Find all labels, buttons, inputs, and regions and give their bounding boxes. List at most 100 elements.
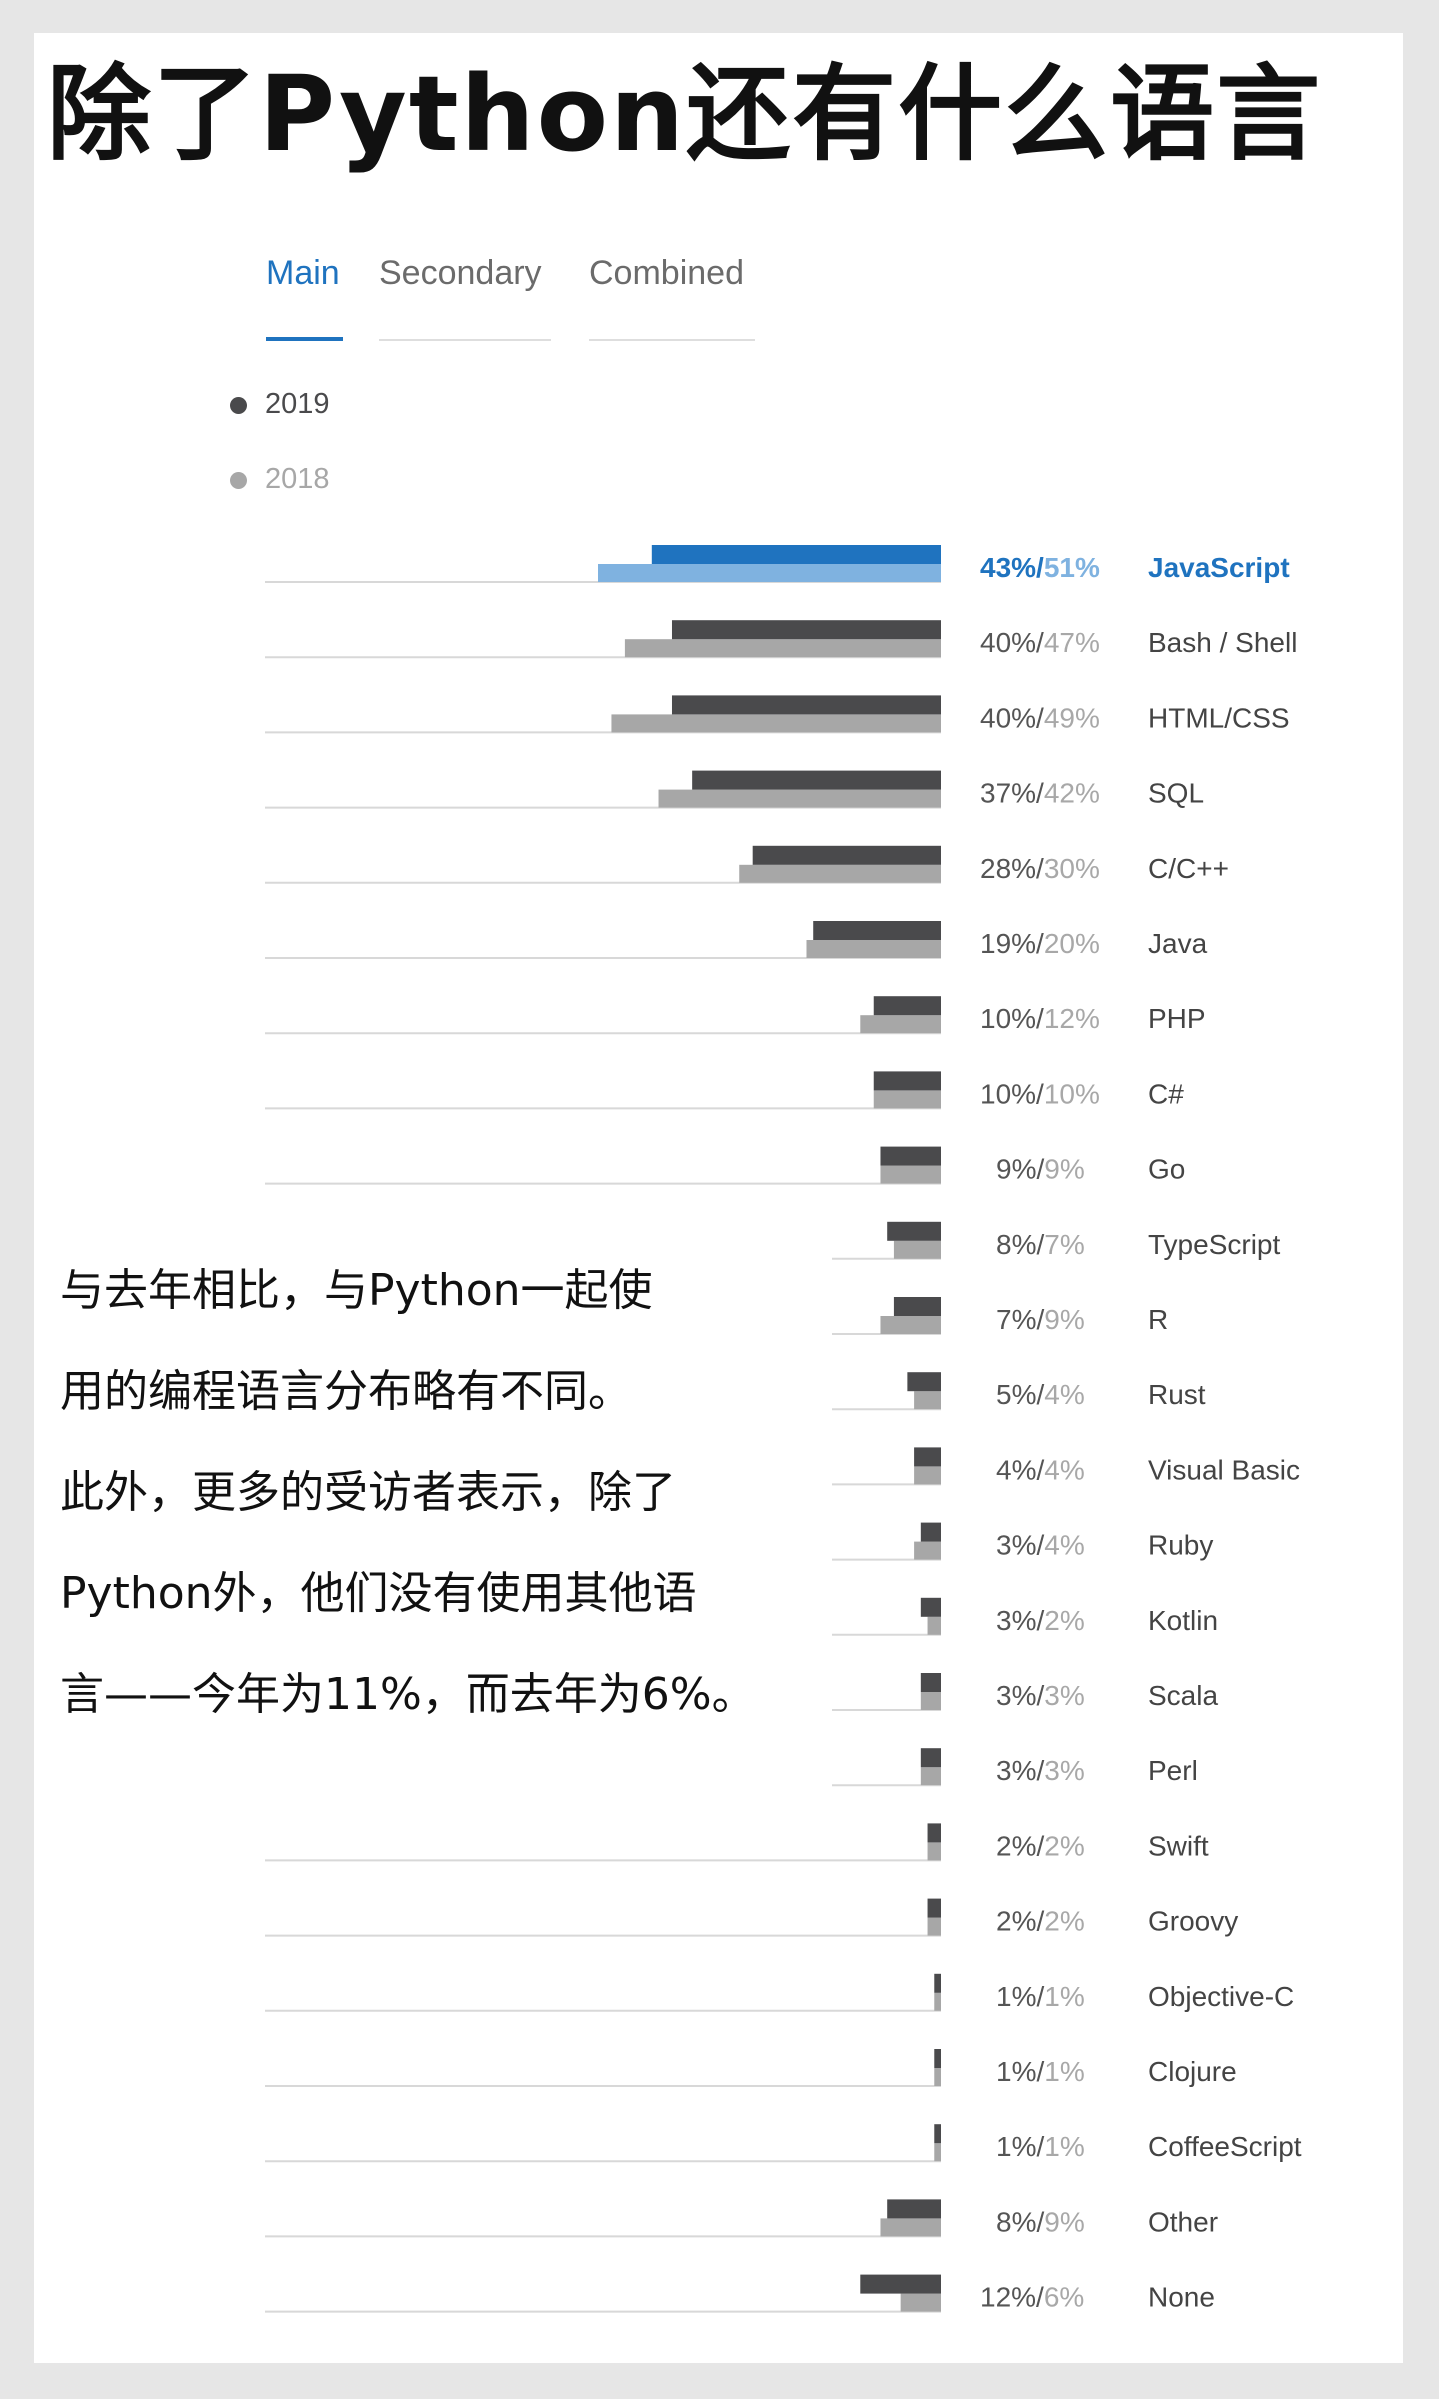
value-label-java: 19%/20%	[980, 928, 1100, 959]
category-label-kotlin: Kotlin	[1148, 1605, 1218, 1636]
bar-2018-typescript	[893, 1240, 941, 1259]
value-2018-ruby: 4%	[1044, 1530, 1084, 1561]
category-label-rust: Rust	[1148, 1379, 1206, 1410]
value-2019-none: 12%/	[980, 2282, 1044, 2313]
value-label-rust: 5%/4%	[996, 1379, 1085, 1410]
bar-2018-groovy	[927, 1917, 941, 1936]
legend-label-2018: 2018	[265, 463, 330, 495]
category-label-php: PHP	[1148, 1003, 1206, 1034]
bar-2019-c-c	[752, 845, 941, 865]
bar-2019-sql	[692, 770, 941, 790]
bar-2019-other	[887, 2199, 941, 2219]
value-2018-swift: 2%	[1044, 1830, 1084, 1861]
value-2019-c: 10%/	[980, 1078, 1044, 1109]
value-label-clojure: 1%/1%	[996, 2056, 1085, 2087]
value-2019-kotlin: 3%/	[996, 1605, 1044, 1636]
value-label-objective-c: 1%/1%	[996, 1981, 1085, 2012]
value-2019-visual-basic: 4%/	[996, 1454, 1044, 1485]
category-label-javascript: JavaScript	[1148, 552, 1290, 583]
category-label-none: None	[1148, 2282, 1215, 2313]
value-2019-php: 10%/	[980, 1003, 1044, 1034]
bar-2018-ruby	[914, 1541, 941, 1560]
bar-2018-r	[880, 1316, 941, 1334]
value-2019-scala: 3%/	[996, 1680, 1044, 1711]
bar-2019-perl	[920, 1748, 941, 1768]
value-2018-typescript: 7%	[1044, 1229, 1084, 1260]
bar-2019-scala	[920, 1673, 941, 1692]
value-label-c-c: 28%/30%	[980, 853, 1100, 884]
category-label-c: C#	[1148, 1078, 1184, 1109]
value-2019-perl: 3%/	[996, 1755, 1044, 1786]
category-label-perl: Perl	[1148, 1755, 1198, 1786]
tab-main[interactable]: Main	[266, 233, 343, 341]
bar-2019-php	[873, 996, 941, 1016]
value-2019-typescript: 8%/	[996, 1229, 1044, 1260]
category-label-visual-basic: Visual Basic	[1148, 1454, 1300, 1485]
value-label-other: 8%/9%	[996, 2206, 1085, 2237]
value-2019-clojure: 1%/	[996, 2056, 1044, 2087]
value-2019-r: 7%/	[996, 1304, 1044, 1335]
content-card	[34, 33, 1403, 2363]
category-label-go: Go	[1148, 1154, 1185, 1185]
value-2019-javascript: 43%/	[980, 552, 1044, 583]
bar-2018-javascript	[598, 564, 941, 582]
bar-2019-objective-c	[934, 1973, 941, 1993]
tab-combined[interactable]: Combined	[589, 233, 755, 341]
value-2018-bash-shell: 47%	[1044, 627, 1100, 658]
value-2019-ruby: 3%/	[996, 1530, 1044, 1561]
bar-2018-java	[806, 940, 941, 958]
bar-2018-objective-c	[934, 1992, 941, 2011]
value-2019-java: 19%/	[980, 928, 1044, 959]
value-label-javascript: 43%/51%	[980, 552, 1100, 583]
bar-2018-kotlin	[927, 1616, 941, 1635]
bar-2019-swift	[927, 1823, 941, 1843]
bar-2018-c	[873, 1090, 941, 1109]
value-2018-c-c: 30%	[1044, 853, 1100, 884]
value-2018-php: 12%	[1044, 1003, 1100, 1034]
category-label-scala: Scala	[1148, 1680, 1218, 1711]
value-2018-objective-c: 1%	[1044, 1981, 1084, 2012]
bar-2019-typescript	[887, 1221, 941, 1241]
category-label-java: Java	[1148, 928, 1208, 959]
bar-2019-c	[873, 1071, 941, 1091]
legend-dot-2019	[230, 397, 247, 414]
value-2018-rust: 4%	[1044, 1379, 1084, 1410]
bar-2019-javascript	[651, 545, 941, 564]
value-2018-other: 9%	[1044, 2206, 1084, 2237]
value-2018-r: 9%	[1044, 1304, 1084, 1335]
bar-2019-coffeescript	[934, 2124, 941, 2144]
bar-2018-c-c	[739, 864, 941, 883]
value-2019-other: 8%/	[996, 2206, 1044, 2237]
value-2018-kotlin: 2%	[1044, 1605, 1084, 1636]
tab-secondary[interactable]: Secondary	[379, 233, 551, 341]
value-2019-go: 9%/	[996, 1154, 1044, 1185]
bar-2018-swift	[927, 1842, 941, 1861]
value-label-go: 9%/9%	[996, 1154, 1085, 1185]
category-label-other: Other	[1148, 2206, 1218, 2237]
bar-2018-bash-shell	[624, 639, 941, 658]
category-label-swift: Swift	[1148, 1830, 1209, 1861]
value-2018-scala: 3%	[1044, 1680, 1084, 1711]
bar-2019-clojure	[934, 2049, 941, 2068]
category-label-objective-c: Objective-C	[1148, 1981, 1294, 2012]
bar-2019-rust	[907, 1372, 941, 1392]
value-2018-sql: 42%	[1044, 778, 1100, 809]
value-2018-javascript: 51%	[1044, 552, 1100, 583]
value-2019-objective-c: 1%/	[996, 1981, 1044, 2012]
bar-2019-groovy	[927, 1898, 941, 1918]
value-2019-coffeescript: 1%/	[996, 2131, 1044, 2162]
bar-2019-html-css	[671, 695, 941, 715]
value-2019-rust: 5%/	[996, 1379, 1044, 1410]
value-label-groovy: 2%/2%	[996, 1906, 1085, 1937]
bar-2019-bash-shell	[671, 620, 941, 640]
value-label-r: 7%/9%	[996, 1304, 1085, 1335]
category-label-coffeescript: CoffeeScript	[1148, 2131, 1302, 2162]
value-2019-c-c: 28%/	[980, 853, 1044, 884]
value-label-sql: 37%/42%	[980, 778, 1100, 809]
category-label-ruby: Ruby	[1148, 1530, 1213, 1561]
category-label-groovy: Groovy	[1148, 1906, 1238, 1937]
legend-label-2019: 2019	[265, 388, 330, 420]
value-label-perl: 3%/3%	[996, 1755, 1085, 1786]
value-2018-c: 10%	[1044, 1078, 1100, 1109]
bar-2018-none	[900, 2293, 941, 2312]
